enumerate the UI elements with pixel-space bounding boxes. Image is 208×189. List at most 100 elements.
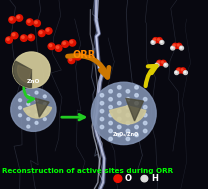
Circle shape	[39, 31, 42, 34]
FancyArrowPatch shape	[146, 66, 157, 86]
Circle shape	[173, 44, 175, 46]
Polygon shape	[35, 98, 49, 117]
Circle shape	[11, 32, 18, 39]
Circle shape	[109, 105, 112, 109]
Circle shape	[176, 71, 177, 73]
Circle shape	[27, 95, 30, 98]
Circle shape	[45, 28, 52, 34]
Wedge shape	[24, 104, 52, 118]
Circle shape	[35, 21, 37, 24]
Circle shape	[91, 82, 156, 145]
Circle shape	[109, 113, 112, 117]
Text: Reconstruction of active sites during ORR: Reconstruction of active sites during OR…	[2, 168, 173, 174]
Circle shape	[165, 64, 166, 65]
Circle shape	[151, 40, 155, 44]
Circle shape	[19, 106, 21, 109]
Wedge shape	[110, 106, 146, 124]
Circle shape	[12, 33, 15, 36]
Circle shape	[100, 94, 104, 97]
Circle shape	[153, 38, 158, 43]
Circle shape	[35, 122, 38, 124]
Circle shape	[109, 90, 112, 93]
Circle shape	[126, 90, 130, 93]
Text: ZnOₓ/ZnO: ZnOₓ/ZnO	[113, 132, 139, 137]
Circle shape	[27, 118, 30, 121]
Circle shape	[172, 43, 178, 49]
Circle shape	[109, 121, 112, 125]
Circle shape	[10, 18, 12, 20]
Circle shape	[34, 20, 40, 26]
Circle shape	[181, 69, 183, 71]
Circle shape	[27, 102, 30, 105]
Circle shape	[68, 57, 75, 64]
Circle shape	[155, 63, 159, 67]
Circle shape	[46, 29, 49, 31]
Circle shape	[144, 98, 147, 101]
Circle shape	[157, 38, 162, 43]
Circle shape	[135, 125, 138, 129]
Circle shape	[100, 117, 104, 121]
Circle shape	[69, 40, 76, 46]
Circle shape	[35, 114, 38, 117]
Circle shape	[172, 47, 173, 48]
Circle shape	[6, 37, 12, 43]
Circle shape	[56, 46, 59, 49]
Circle shape	[7, 38, 9, 40]
Circle shape	[164, 63, 168, 67]
Circle shape	[156, 64, 157, 65]
FancyArrowPatch shape	[68, 56, 109, 77]
Circle shape	[109, 98, 112, 101]
Circle shape	[27, 110, 30, 113]
Circle shape	[109, 129, 112, 133]
Circle shape	[180, 68, 186, 73]
Circle shape	[157, 38, 160, 40]
Circle shape	[135, 101, 138, 105]
FancyArrowPatch shape	[24, 88, 33, 102]
Circle shape	[100, 101, 104, 105]
Circle shape	[69, 58, 72, 61]
Circle shape	[118, 101, 121, 105]
Circle shape	[43, 118, 46, 121]
Text: O: O	[124, 174, 131, 183]
Circle shape	[180, 47, 182, 48]
Circle shape	[176, 43, 182, 49]
Circle shape	[118, 94, 121, 97]
Circle shape	[28, 34, 35, 41]
Circle shape	[126, 129, 130, 133]
Circle shape	[109, 137, 112, 141]
Circle shape	[17, 16, 20, 18]
Circle shape	[183, 71, 187, 74]
Circle shape	[171, 46, 175, 50]
Circle shape	[74, 54, 81, 60]
Circle shape	[118, 86, 121, 89]
Circle shape	[144, 129, 147, 133]
Circle shape	[135, 117, 138, 121]
Circle shape	[161, 61, 163, 63]
Circle shape	[177, 44, 179, 46]
Polygon shape	[126, 98, 144, 121]
Circle shape	[161, 60, 166, 66]
Circle shape	[9, 17, 16, 23]
Circle shape	[35, 99, 38, 102]
Circle shape	[29, 35, 31, 38]
Circle shape	[21, 36, 24, 38]
Circle shape	[126, 105, 130, 109]
Circle shape	[63, 42, 66, 44]
Circle shape	[48, 43, 55, 50]
Circle shape	[35, 106, 38, 109]
Circle shape	[19, 99, 21, 102]
Circle shape	[21, 35, 27, 41]
Circle shape	[135, 86, 138, 89]
Circle shape	[11, 88, 56, 131]
Circle shape	[144, 113, 147, 117]
Circle shape	[38, 30, 45, 36]
Circle shape	[27, 20, 30, 22]
Circle shape	[135, 109, 138, 113]
Circle shape	[135, 94, 138, 97]
Circle shape	[161, 41, 162, 43]
Circle shape	[180, 46, 183, 50]
Circle shape	[62, 41, 68, 47]
Circle shape	[154, 38, 156, 40]
Circle shape	[152, 41, 153, 43]
Circle shape	[114, 175, 122, 182]
